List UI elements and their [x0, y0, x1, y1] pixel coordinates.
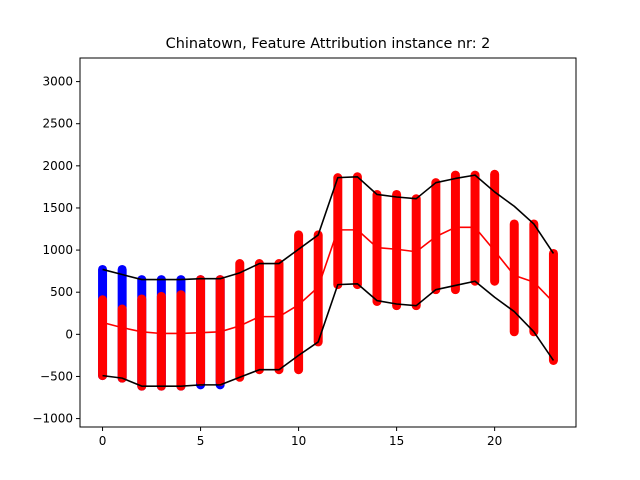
- y-tick-label-0: 0: [65, 327, 73, 341]
- plot-frame: [79, 57, 577, 428]
- y-tick-label-2000: 2000: [42, 159, 73, 173]
- y-tick-label--1000: −1000: [32, 412, 73, 426]
- chart-title: Chinatown, Feature Attribution instance …: [166, 36, 491, 52]
- x-tick-label-10: 10: [291, 434, 306, 448]
- x-tick-label-15: 15: [389, 434, 404, 448]
- y-tick-label-2500: 2500: [42, 117, 73, 131]
- y-tick-label-1500: 1500: [42, 201, 73, 215]
- y-tick-label--500: −500: [40, 369, 73, 383]
- series-line-1: [102, 174, 555, 281]
- y-tick-label-500: 500: [50, 285, 73, 299]
- y-tick-label-1000: 1000: [42, 243, 73, 257]
- y-tick-label-3000: 3000: [42, 75, 73, 89]
- series-line-0: [102, 226, 555, 335]
- x-tick-label-20: 20: [487, 434, 502, 448]
- series-line-2: [102, 280, 555, 387]
- x-tick-label-0: 0: [99, 434, 107, 448]
- x-tick-label-5: 5: [197, 434, 205, 448]
